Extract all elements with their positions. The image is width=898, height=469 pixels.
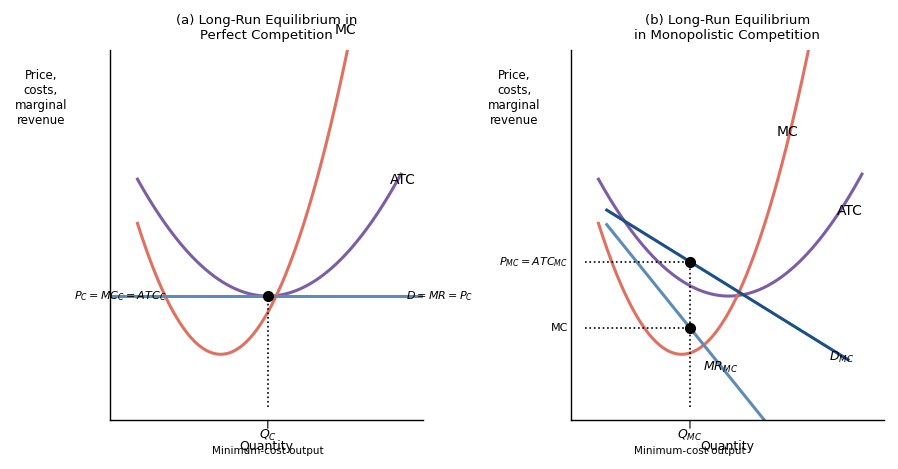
Text: $Q_{MC}$: $Q_{MC}$ [677, 428, 703, 444]
Text: MC: MC [776, 125, 798, 139]
Text: Minimum-cost output: Minimum-cost output [212, 446, 323, 456]
Text: $D = MR = P_C$: $D = MR = P_C$ [407, 289, 474, 303]
Text: $P_C = MC_C = ATC_C$: $P_C = MC_C = ATC_C$ [74, 289, 166, 303]
FancyBboxPatch shape [626, 436, 753, 468]
X-axis label: Quantity: Quantity [700, 440, 754, 453]
Text: Price,
costs,
marginal
revenue: Price, costs, marginal revenue [14, 68, 67, 127]
Text: Minimum-cost output: Minimum-cost output [634, 446, 745, 456]
Text: $MR_{MC}$: $MR_{MC}$ [703, 360, 738, 376]
Text: Price,
costs,
marginal
revenue: Price, costs, marginal revenue [488, 68, 541, 127]
Text: $Q_C$: $Q_C$ [259, 428, 277, 444]
Title: (b) Long-Run Equilibrium
in Monopolistic Competition: (b) Long-Run Equilibrium in Monopolistic… [635, 14, 821, 42]
Title: (a) Long-Run Equilibrium in
Perfect Competition: (a) Long-Run Equilibrium in Perfect Comp… [176, 14, 357, 42]
FancyBboxPatch shape [204, 436, 331, 468]
Text: MC: MC [335, 23, 357, 37]
Text: $P_{MC} = ATC_{MC}$: $P_{MC} = ATC_{MC}$ [499, 255, 568, 269]
Text: ATC: ATC [837, 204, 863, 218]
Text: ATC: ATC [390, 174, 416, 188]
Text: $D_{MC}$: $D_{MC}$ [829, 350, 854, 365]
Text: MC: MC [550, 323, 568, 333]
X-axis label: Quantity: Quantity [240, 440, 294, 453]
